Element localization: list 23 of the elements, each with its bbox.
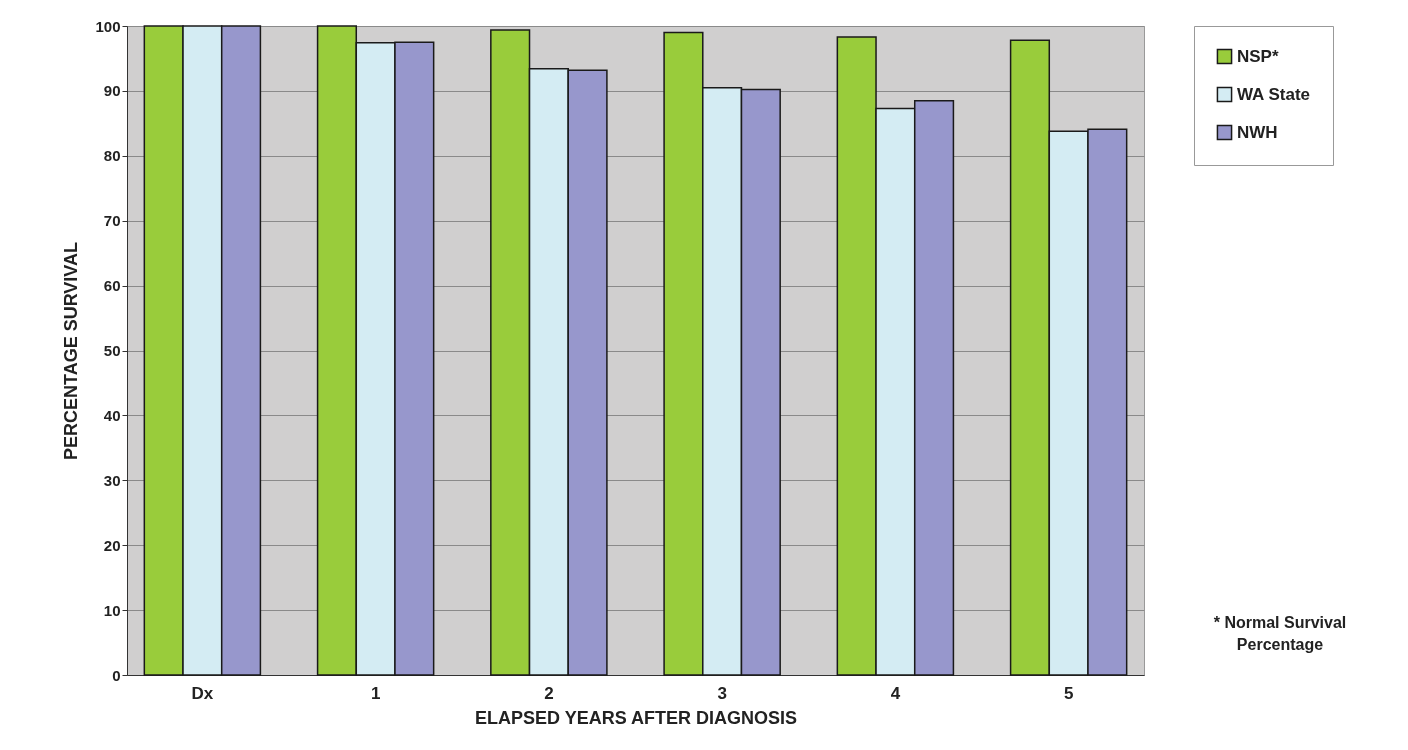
y-tick-label: 90	[103, 82, 121, 100]
x-tick-label: Dx	[191, 683, 214, 703]
y-tick-label: 40	[103, 406, 121, 424]
y-tick-label: 60	[103, 277, 121, 295]
y-tick-label: 20	[103, 536, 121, 554]
legend-label: WA State	[1237, 84, 1311, 104]
x-tick-label: 2	[544, 683, 554, 703]
x-tick-label: 5	[1063, 683, 1074, 703]
y-tick-label: 80	[103, 147, 121, 165]
legend-label: NSP*	[1237, 46, 1279, 66]
text: * Normal Survival Percentage	[1212, 613, 1348, 655]
y-tick-label: 70	[103, 212, 121, 230]
x-tick-label: 1	[370, 683, 381, 703]
y-tick-label: 0	[112, 666, 121, 684]
y-tick-label: 10	[103, 601, 121, 619]
x-tick-label: 3	[717, 683, 727, 703]
legend-label: NWH	[1237, 122, 1278, 142]
y-axis-title: PERCENTAGE SURVIVAL	[61, 241, 82, 461]
x-axis-title: ELAPSED YEARS AFTER DIAGNOSIS	[474, 707, 798, 728]
x-tick-label: 4	[890, 683, 901, 703]
y-tick-label: 100	[95, 17, 121, 35]
y-tick-label: 50	[103, 342, 121, 359]
y-tick-label: 30	[103, 471, 121, 489]
